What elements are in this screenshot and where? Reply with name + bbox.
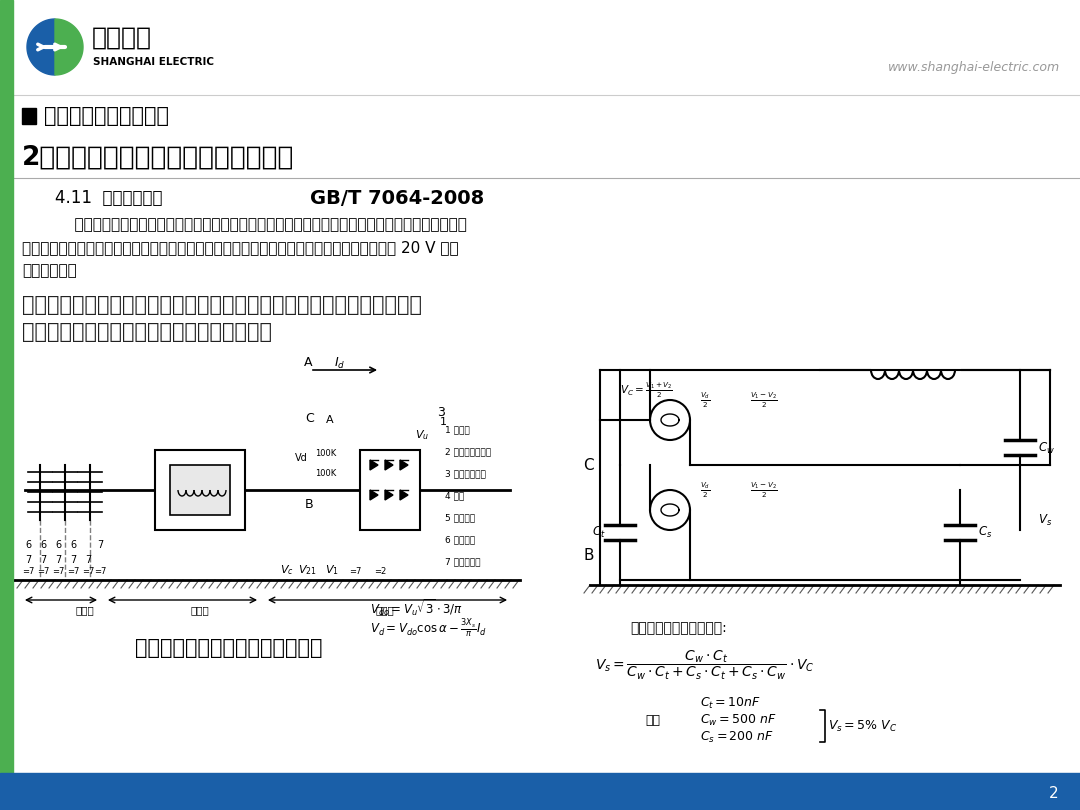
Text: =7: =7: [22, 568, 35, 577]
Text: =7: =7: [52, 568, 64, 577]
Text: $C_s = 200\ nF$: $C_s = 200\ nF$: [700, 730, 774, 744]
Text: 6: 6: [40, 540, 46, 550]
Text: GB/T 7064-2008: GB/T 7064-2008: [310, 189, 484, 207]
Text: 2、静态励磁系统与发电机轴电压关系: 2、静态励磁系统与发电机轴电压关系: [22, 145, 295, 171]
Text: $\frac{V_d}{2}$: $\frac{V_d}{2}$: [700, 390, 711, 410]
Text: 1: 1: [440, 417, 447, 427]
Bar: [0, 0, 13, 810]
Text: $V_{do} = V_u\sqrt{3}\cdot 3/\pi$: $V_{do} = V_u\sqrt{3}\cdot 3/\pi$: [370, 598, 463, 618]
Text: 发电机: 发电机: [191, 605, 210, 615]
Text: =7: =7: [67, 568, 79, 577]
Polygon shape: [400, 460, 408, 470]
Text: $I_d$: $I_d$: [335, 356, 346, 370]
Text: $\frac{V_1-V_2}{2}$: $\frac{V_1-V_2}{2}$: [750, 390, 778, 410]
Text: 1 变压器: 1 变压器: [445, 425, 470, 434]
Text: $V_s = \dfrac{C_w \cdot C_t}{C_w \cdot C_t + C_s \cdot C_t + C_s \cdot C_w} \cdo: $V_s = \dfrac{C_w \cdot C_t}{C_w \cdot C…: [595, 649, 814, 681]
Text: $V_c$: $V_c$: [280, 563, 294, 577]
Text: 7: 7: [55, 555, 62, 565]
Text: 整流器: 整流器: [376, 605, 394, 615]
Text: 对于: 对于: [645, 714, 660, 727]
Text: 4 转轴: 4 转轴: [445, 492, 464, 501]
Text: =7: =7: [37, 568, 50, 577]
Text: $C_t$: $C_t$: [592, 524, 606, 539]
Text: C: C: [583, 458, 594, 472]
Text: $V_s$: $V_s$: [1038, 513, 1052, 527]
Text: 3: 3: [437, 406, 445, 419]
Text: $V_u$: $V_u$: [415, 428, 429, 442]
Text: $V_s = 5\%\ V_C$: $V_s = 5\%\ V_C$: [828, 718, 897, 734]
Polygon shape: [370, 460, 378, 470]
Polygon shape: [384, 460, 393, 470]
Text: 6: 6: [70, 540, 76, 550]
Text: $V_1$: $V_1$: [325, 563, 339, 577]
Text: 7: 7: [70, 555, 76, 565]
Bar: [170, 465, 230, 515]
Text: =7: =7: [94, 568, 106, 577]
Text: 上海电气: 上海电气: [92, 26, 152, 50]
Text: 7: 7: [40, 555, 46, 565]
Text: B: B: [583, 548, 594, 562]
Text: 问题：随着机组容量越来越大及静态励磁系统的广泛应用，因轴电压过大: 问题：随着机组容量越来越大及静态励磁系统的广泛应用，因轴电压过大: [22, 295, 422, 315]
Text: $V_{21}$: $V_{21}$: [298, 563, 316, 577]
Text: $C_w = 500\ nF$: $C_w = 500\ nF$: [700, 713, 777, 727]
Bar: [360, 450, 420, 530]
Text: $\frac{V_d}{2}$: $\frac{V_d}{2}$: [700, 480, 711, 500]
Text: A: A: [303, 356, 312, 369]
Text: 4.11  轴电流的防止: 4.11 轴电流的防止: [55, 189, 162, 207]
Text: 7 轴对地电容: 7 轴对地电容: [445, 557, 481, 566]
Polygon shape: [384, 490, 393, 500]
Text: 7: 7: [97, 540, 103, 550]
Text: 6 蒸汽轮机: 6 蒸汽轮机: [445, 535, 475, 544]
Text: 6: 6: [55, 540, 62, 550]
Text: 2: 2: [1049, 786, 1058, 800]
Bar: [156, 450, 245, 530]
Text: =2: =2: [374, 568, 387, 577]
Polygon shape: [400, 490, 408, 500]
Text: www.shanghai-electric.com: www.shanghai-electric.com: [888, 62, 1059, 75]
Text: 静态励磁系统对轴电压的偶和路径: 静态励磁系统对轴电压的偶和路径: [135, 638, 323, 658]
Text: 造成发电机轴瓦电气腐蚀的问题越来越突出；: 造成发电机轴瓦电气腐蚀的问题越来越突出；: [22, 322, 272, 342]
Text: 100K: 100K: [315, 449, 336, 458]
Text: $\frac{V_1-V_2}{2}$: $\frac{V_1-V_2}{2}$: [750, 480, 778, 500]
Polygon shape: [55, 19, 83, 75]
Text: $C_t = 10nF$: $C_t = 10nF$: [700, 696, 761, 710]
Text: 对于对称励磁电路和低频:: 对于对称励磁电路和低频:: [630, 621, 727, 635]
Polygon shape: [370, 490, 378, 500]
Text: A: A: [326, 415, 334, 425]
Text: $C_s$: $C_s$: [978, 524, 993, 539]
Text: 6: 6: [25, 540, 31, 550]
Text: 应查明原因。: 应查明原因。: [22, 263, 77, 279]
Text: $V_d = V_{do}\cos\alpha - \frac{3X_s}{\pi}I_d$: $V_d = V_{do}\cos\alpha - \frac{3X_s}{\p…: [370, 617, 487, 639]
Text: C: C: [305, 411, 314, 424]
Text: 100K: 100K: [315, 468, 336, 478]
Text: 静态励磁系统技术问题: 静态励磁系统技术问题: [44, 106, 168, 126]
Text: $C_w$: $C_w$: [1038, 441, 1055, 455]
Text: 阻值。带可控静态励磁所引起的脉冲轴电压可能产生油膜损坏，对此应有效防范；轴电压大于 20 V 时，: 阻值。带可控静态励磁所引起的脉冲轴电压可能产生油膜损坏，对此应有效防范；轴电压大…: [22, 241, 459, 255]
Text: 3 可控硅整流器: 3 可控硅整流器: [445, 470, 486, 479]
Text: 5 励磁绕组: 5 励磁绕组: [445, 514, 475, 522]
Text: 7: 7: [85, 555, 91, 565]
Text: B: B: [305, 498, 313, 511]
Text: 汽轮机: 汽轮机: [76, 605, 94, 615]
Text: Vd: Vd: [295, 453, 308, 463]
Text: SHANGHAI ELECTRIC: SHANGHAI ELECTRIC: [93, 57, 214, 67]
Text: =7: =7: [349, 568, 361, 577]
Text: =7: =7: [82, 568, 94, 577]
Text: 应采取适当的措施防止有害的轴电流，并将转轴良好地接地，电机在运行时应能测试出对地绝缘电: 应采取适当的措施防止有害的轴电流，并将转轴良好地接地，电机在运行时应能测试出对地…: [55, 218, 467, 232]
Polygon shape: [27, 19, 55, 75]
Bar: [0, 773, 1080, 810]
Text: $V_C = \frac{V_1+V_2}{2}$: $V_C = \frac{V_1+V_2}{2}$: [620, 380, 673, 400]
Text: 7: 7: [25, 555, 31, 565]
Text: 2 变压器对地电容: 2 变压器对地电容: [445, 447, 491, 457]
Bar: [22, 108, 36, 124]
